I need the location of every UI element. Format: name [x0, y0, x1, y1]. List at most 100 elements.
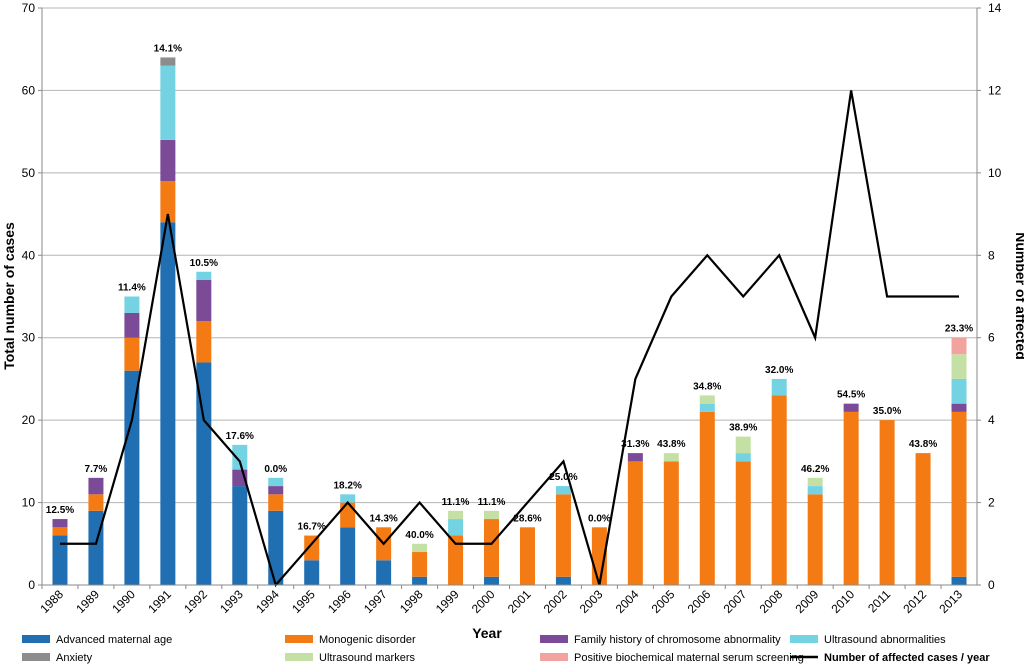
- percent-label: 10.5%: [190, 258, 218, 269]
- percent-label: 7.7%: [85, 464, 108, 475]
- x-tick-label: 2009: [793, 587, 822, 616]
- percent-label: 12.5%: [46, 505, 74, 516]
- x-tick-label: 1991: [145, 587, 174, 616]
- percent-label: 40.0%: [405, 530, 433, 541]
- bar-segment: [519, 527, 535, 585]
- percent-label: 17.6%: [226, 431, 254, 442]
- y-tick-label: 0: [28, 578, 35, 592]
- bar-segment: [88, 494, 104, 511]
- bar-segment: [88, 477, 104, 495]
- percent-label: 14.3%: [369, 513, 397, 524]
- legend-swatch: [790, 635, 818, 643]
- bar-segment: [52, 535, 68, 585]
- legend-swatch: [285, 635, 313, 643]
- bar-segment: [340, 502, 356, 528]
- bar-segment: [555, 486, 571, 495]
- x-tick-label: 2007: [721, 587, 750, 616]
- y2-tick-label: 8: [988, 248, 995, 262]
- bar-segment: [160, 181, 176, 223]
- bar-segment: [160, 57, 176, 66]
- bar-segment: [771, 395, 787, 585]
- x-tick-label: 2003: [577, 587, 606, 616]
- x-tick-label: 2001: [505, 587, 534, 616]
- y-tick-label: 20: [22, 413, 36, 427]
- bar-segment: [951, 378, 967, 404]
- x-tick-label: 2008: [757, 587, 786, 616]
- legend-label: Advanced maternal age: [56, 634, 172, 646]
- percent-label: 16.7%: [298, 522, 326, 533]
- x-tick-label: 1995: [289, 587, 318, 616]
- legend-swatch: [540, 653, 568, 661]
- bar-segment: [340, 494, 356, 503]
- bar-segment: [124, 312, 140, 338]
- percent-label: 34.8%: [693, 381, 721, 392]
- y-tick-label: 50: [22, 166, 36, 180]
- bar-segment: [735, 461, 751, 585]
- bar-segment: [196, 280, 212, 322]
- y2-tick-label: 6: [988, 331, 995, 345]
- x-tick-label: 2010: [828, 587, 857, 616]
- x-tick-label: 2013: [936, 587, 965, 616]
- bar-segment: [412, 543, 428, 553]
- bars: [52, 57, 967, 586]
- x-tick-label: 2005: [649, 587, 678, 616]
- percent-label: 11.4%: [118, 283, 146, 294]
- legend-swatch: [285, 653, 313, 661]
- x-tick-label: 2011: [865, 587, 893, 615]
- bar-segment: [915, 453, 931, 585]
- bar-segment: [879, 420, 895, 585]
- y-tick-label: 70: [22, 1, 36, 15]
- bar-segment: [627, 461, 643, 585]
- legend-swatch: [22, 653, 50, 661]
- bar-segment: [52, 519, 68, 528]
- y2-tick-label: 0: [988, 578, 995, 592]
- bar-segment: [843, 411, 859, 585]
- bar-segment: [196, 271, 212, 281]
- bar-segment: [699, 403, 715, 412]
- bar-segment: [268, 486, 284, 495]
- legend-label: Family history of chromosome abnormality: [574, 634, 781, 646]
- x-tick-label: 1997: [361, 587, 390, 616]
- bar-segment: [268, 494, 284, 511]
- percent-labels: 12.5% 7.7% 11.4% 14.1% 10.5% 17.6% 0.0% 16.7% 18…: [46, 43, 974, 540]
- x-tick-label: 2002: [541, 587, 570, 616]
- bar-segment: [627, 453, 643, 462]
- bar-segment: [412, 552, 428, 577]
- bar-segment: [448, 510, 464, 520]
- bar-segment: [484, 576, 500, 585]
- bar-segment: [340, 527, 356, 585]
- bar-segment: [807, 494, 823, 585]
- bar-segment: [376, 560, 392, 585]
- x-tick-label: 1989: [73, 587, 102, 616]
- bar-segment: [735, 453, 751, 462]
- percent-label: 25.0%: [549, 472, 577, 483]
- bar-segment: [663, 453, 679, 462]
- bar-segment: [268, 477, 284, 487]
- percent-label: 35.0%: [873, 406, 901, 417]
- x-tick-label: 1990: [109, 587, 138, 616]
- bar-segment: [555, 494, 571, 577]
- bar-segment: [951, 576, 967, 585]
- y2-tick-label: 14: [988, 1, 1002, 15]
- y2-tick-label: 12: [988, 83, 1002, 97]
- legend-label: Ultrasound markers: [319, 652, 415, 664]
- bar-segment: [160, 65, 176, 140]
- x-tick-label: 2012: [900, 587, 929, 616]
- y-axis-title: Total number of cases: [1, 222, 17, 370]
- bar-segment: [196, 321, 212, 363]
- legend-label: Number of affected cases / year: [824, 652, 990, 664]
- x-tick-label: 1996: [325, 587, 354, 616]
- bar-segment: [196, 362, 212, 585]
- bar-segment: [124, 337, 140, 371]
- bar-segment: [484, 510, 500, 520]
- percent-label: 18.2%: [333, 480, 361, 491]
- percent-label: 43.8%: [657, 439, 685, 450]
- bar-segment: [771, 378, 787, 396]
- percent-label: 32.0%: [765, 365, 793, 376]
- y-tick-label: 30: [22, 331, 36, 345]
- bar-segment: [735, 436, 751, 454]
- percent-label: 43.8%: [909, 439, 937, 450]
- percent-label: 14.1%: [154, 43, 182, 54]
- legend-swatch: [22, 635, 50, 643]
